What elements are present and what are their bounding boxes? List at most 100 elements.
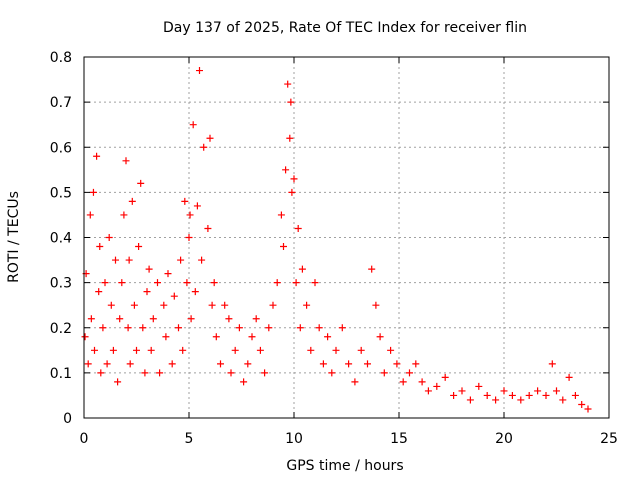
data-point — [89, 188, 97, 196]
y-tick-label: 0.8 — [50, 50, 72, 66]
data-point — [372, 301, 380, 309]
data-point — [168, 360, 176, 368]
data-point — [578, 400, 586, 408]
data-point — [298, 265, 306, 273]
data-point — [93, 152, 101, 160]
data-point — [120, 211, 128, 219]
data-point — [280, 243, 287, 251]
x-tick-label: 20 — [495, 431, 513, 447]
y-tick-label: 0.2 — [50, 321, 72, 337]
data-point — [185, 234, 193, 241]
data-point — [139, 324, 147, 332]
data-point — [141, 369, 149, 377]
data-point — [164, 270, 172, 278]
data-point — [282, 166, 290, 174]
data-point — [351, 378, 359, 386]
data-point — [288, 188, 296, 196]
data-point — [118, 279, 126, 287]
data-point — [315, 324, 323, 332]
data-point — [492, 396, 500, 404]
data-point — [221, 301, 229, 309]
data-point — [517, 396, 525, 404]
data-point — [187, 315, 195, 323]
data-point — [240, 378, 248, 386]
data-point — [145, 265, 153, 273]
data-point — [122, 157, 130, 165]
data-point — [109, 346, 117, 354]
data-point — [105, 234, 113, 241]
x-tick-label: 25 — [600, 431, 618, 447]
data-point — [191, 288, 199, 296]
data-point — [235, 324, 243, 332]
data-point — [193, 202, 201, 210]
data-point — [508, 391, 516, 399]
data-point — [125, 256, 133, 264]
x-tick-label: 10 — [285, 431, 303, 447]
data-point — [179, 346, 187, 354]
data-point — [332, 346, 340, 354]
data-point — [143, 288, 151, 296]
data-point — [500, 387, 508, 395]
data-point — [265, 324, 273, 332]
y-axis-label: ROTI / TECUs — [6, 191, 22, 283]
data-point — [458, 387, 466, 395]
data-point — [559, 396, 567, 404]
data-point — [135, 243, 143, 251]
x-tick-label: 0 — [80, 431, 89, 447]
data-point — [571, 391, 579, 399]
data-point — [189, 121, 197, 129]
data-point — [553, 387, 560, 395]
x-tick-labels: 0 5 10 15 20 25 — [80, 431, 618, 447]
x-tick-label: 5 — [185, 431, 194, 447]
data-point — [284, 80, 292, 88]
data-point — [99, 324, 107, 332]
data-point — [399, 378, 407, 386]
y-tick-label: 0.5 — [50, 185, 72, 201]
data-point — [198, 256, 206, 264]
data-point — [101, 279, 109, 287]
data-point — [261, 369, 269, 377]
data-point — [231, 346, 239, 354]
data-point — [328, 369, 336, 377]
y-tick-labels: 0 0.1 0.2 0.3 0.4 0.5 0.6 0.7 0.8 — [50, 50, 72, 427]
data-point — [206, 134, 214, 142]
data-point — [393, 360, 401, 368]
data-point — [170, 292, 178, 300]
data-point — [186, 211, 194, 219]
data-point — [204, 224, 212, 232]
data-point — [244, 360, 252, 368]
data-point — [87, 315, 95, 323]
data-point — [296, 324, 304, 332]
x-axis-label: GPS time / hours — [286, 458, 403, 474]
data-point — [380, 369, 388, 377]
data-point — [273, 279, 281, 287]
x-tick-label: 15 — [390, 431, 408, 447]
data-point — [208, 301, 216, 309]
data-point — [412, 360, 420, 368]
data-point — [338, 324, 346, 332]
data-point — [475, 382, 483, 390]
data-point — [307, 346, 315, 354]
data-point — [525, 391, 533, 399]
data-point — [290, 175, 298, 183]
data-point — [303, 301, 311, 309]
chart-title: Day 137 of 2025, Rate Of TEC Index for r… — [163, 20, 527, 36]
y-tick-label: 0.7 — [50, 95, 72, 111]
data-point — [542, 391, 550, 399]
data-point — [162, 333, 170, 341]
data-point — [107, 301, 115, 309]
data-point — [181, 197, 189, 205]
data-point — [156, 369, 164, 377]
data-point — [81, 333, 89, 341]
y-tick-label: 0.1 — [50, 366, 72, 382]
data-point — [124, 324, 132, 332]
data-point — [565, 373, 573, 381]
data-point — [357, 346, 365, 354]
data-point — [196, 67, 203, 75]
data-point — [149, 315, 157, 323]
data-point — [128, 197, 136, 205]
data-point — [406, 369, 413, 377]
data-point — [248, 333, 256, 341]
data-point — [424, 387, 432, 395]
